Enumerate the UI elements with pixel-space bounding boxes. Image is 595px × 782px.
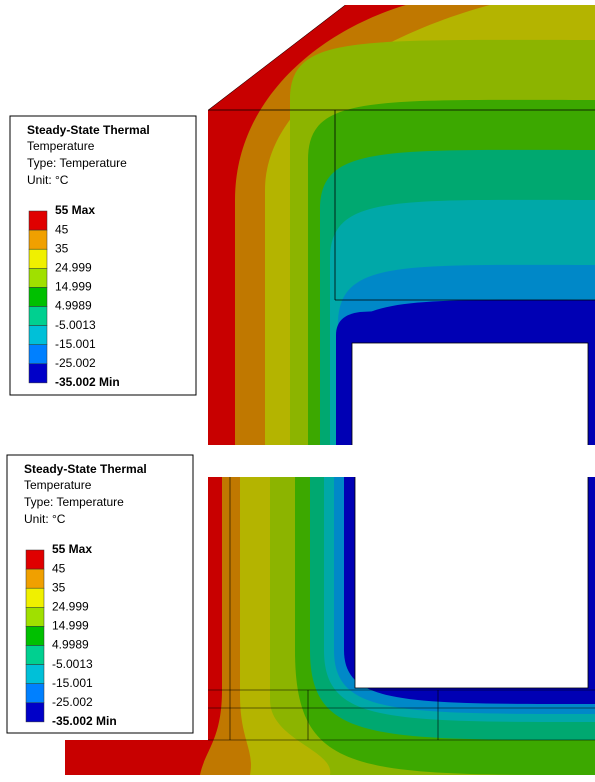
legend-label: -25.002 — [52, 695, 93, 709]
legend-info: Temperature — [24, 478, 92, 492]
legend-label: 24.999 — [55, 260, 92, 274]
legend-label: 4.9989 — [55, 299, 92, 313]
legend-swatch — [25, 702, 45, 723]
legend-info: Type: Temperature — [24, 495, 124, 509]
legend-label: 4.9989 — [52, 638, 89, 652]
legend-label: -5.0013 — [55, 318, 96, 332]
legend-label: 45 — [52, 561, 66, 575]
legend-swatch — [25, 683, 45, 704]
legend-swatch — [28, 325, 48, 345]
legend-swatch — [28, 210, 48, 231]
legend-info: Unit: °C — [24, 512, 66, 526]
legend-label: 55 Max — [52, 542, 92, 556]
legend-label: -35.002 Min — [52, 714, 117, 728]
legend-label: 55 Max — [55, 203, 95, 217]
legend-swatch — [28, 268, 48, 288]
legend-swatch — [28, 287, 48, 307]
legend-swatch — [28, 344, 48, 365]
legend-label: -15.001 — [55, 337, 96, 351]
legend-label: -25.002 — [55, 356, 96, 370]
legend-label: 35 — [52, 580, 66, 594]
legend-label: -15.001 — [52, 676, 93, 690]
legend-swatch — [25, 664, 45, 684]
legend-swatch — [25, 626, 45, 646]
legend-label: 24.999 — [52, 599, 89, 613]
legend-label: -5.0013 — [52, 657, 93, 671]
legend-info: Unit: °C — [27, 173, 69, 187]
legend-label: 45 — [55, 222, 69, 236]
legend-swatch — [28, 229, 48, 250]
legend-swatch — [25, 587, 45, 608]
contour-plot-top — [208, 5, 595, 445]
legend-info: Type: Temperature — [27, 156, 127, 170]
legend-swatch — [28, 363, 48, 384]
legend-swatch — [28, 248, 48, 269]
legend-swatch — [25, 645, 45, 665]
legend-info: Temperature — [27, 139, 95, 153]
legend-label: 14.999 — [52, 619, 89, 633]
legend-swatch — [28, 306, 48, 326]
hole — [351, 342, 589, 445]
legend-title: Steady-State Thermal — [24, 462, 147, 476]
legend-swatch — [25, 607, 45, 627]
legend-title: Steady-State Thermal — [27, 123, 150, 137]
legend-label: 14.999 — [55, 280, 92, 294]
legend-label: 35 — [55, 241, 69, 255]
legend-swatch — [25, 549, 45, 570]
hole — [354, 477, 589, 689]
legend-swatch — [25, 568, 45, 589]
legend-label: -35.002 Min — [55, 375, 120, 389]
